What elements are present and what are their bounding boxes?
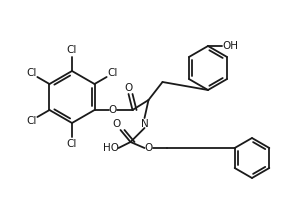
Text: HO: HO (102, 143, 118, 153)
Text: Cl: Cl (26, 68, 37, 79)
Text: O: O (108, 105, 117, 115)
Text: O: O (112, 119, 120, 129)
Text: O: O (124, 83, 133, 93)
Text: Cl: Cl (26, 116, 37, 125)
Text: Cl: Cl (108, 68, 118, 79)
Text: Cl: Cl (67, 139, 77, 149)
Text: Cl: Cl (67, 45, 77, 55)
Text: O: O (144, 143, 153, 153)
Text: N: N (141, 119, 148, 129)
Text: OH: OH (222, 41, 238, 51)
